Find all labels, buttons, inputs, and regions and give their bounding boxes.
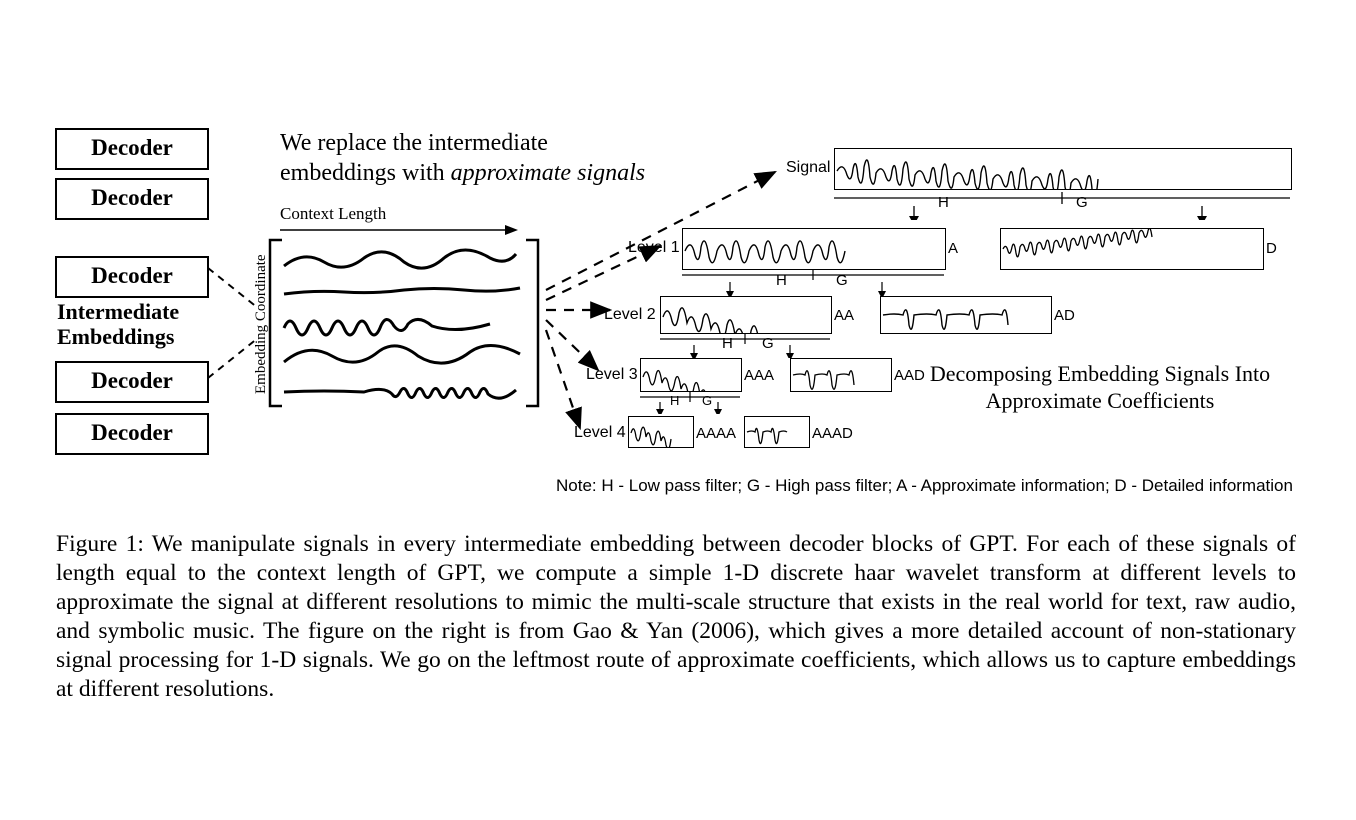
level1-D-box: [1000, 228, 1264, 270]
level2-AD-box: [880, 296, 1052, 334]
signal-waveform: [835, 149, 1291, 189]
level1-A-code: A: [948, 240, 958, 257]
level4-label: Level 4: [574, 424, 626, 442]
level2-AD-wave: [881, 297, 1051, 333]
level3-AAD-wave: [791, 359, 891, 391]
level3-AAD-box: [790, 358, 892, 392]
level1-hg-split: [682, 270, 944, 296]
level2-AD-code: AD: [1054, 307, 1075, 324]
context-length-arrow: [280, 223, 520, 237]
decomposition-caption: Decomposing Embedding Signals Into Appro…: [910, 360, 1290, 414]
level4-AAAD-code: AAAD: [812, 425, 853, 442]
level3-label: Level 3: [586, 366, 638, 384]
level2-label: Level 2: [604, 306, 656, 324]
level3-G: G: [702, 393, 712, 408]
level1-D-wave: [1001, 229, 1263, 269]
level2-AA-code: AA: [834, 307, 854, 324]
level4-AAAA-code: AAAA: [696, 425, 736, 442]
level3-AAA-code: AAA: [744, 367, 774, 384]
decomp-line2: Approximate Coefficients: [986, 388, 1215, 413]
decoder-block-1: Decoder: [55, 128, 209, 170]
signal-box: [834, 148, 1292, 190]
level2-hg-split: [660, 334, 830, 358]
level1-D-code: D: [1266, 240, 1277, 257]
level3-AAA-wave: [641, 359, 741, 391]
decoder-block-5: Decoder: [55, 413, 209, 455]
level4-AAAD-wave: [745, 417, 809, 447]
level1-label: Level 1: [628, 239, 680, 257]
decoder-block-4: Decoder: [55, 361, 209, 403]
intermediate-line2: Embeddings: [57, 324, 174, 349]
level2-G: G: [762, 335, 774, 352]
intermediate-line1: Intermediate: [57, 299, 179, 324]
decomp-line1: Decomposing Embedding Signals Into: [930, 361, 1270, 386]
decoder-block-2: Decoder: [55, 178, 209, 220]
headline-line1: We replace the intermediate: [280, 130, 548, 156]
level4-AAAD-box: [744, 416, 810, 448]
headline-line2a: embeddings with: [280, 160, 451, 186]
level1-H: H: [776, 272, 787, 289]
context-length-label: Context Length: [280, 204, 386, 224]
level3-AAA-box: [640, 358, 742, 392]
level3-H: H: [670, 393, 679, 408]
level4-AAAA-box: [628, 416, 694, 448]
figure-caption: Figure 1: We manipulate signals in every…: [56, 530, 1296, 704]
signal-hg-split: [834, 192, 1290, 220]
level2-AA-wave: [661, 297, 831, 333]
level2-AA-box: [660, 296, 832, 334]
signal-G: G: [1076, 194, 1088, 211]
level1-G: G: [836, 272, 848, 289]
level1-A-box: [682, 228, 946, 270]
decoder-block-3: Decoder: [55, 256, 209, 298]
signal-H: H: [938, 194, 949, 211]
level2-H: H: [722, 335, 733, 352]
filter-note: Note: H - Low pass filter; G - High pass…: [556, 476, 1293, 496]
level4-AAAA-wave: [629, 417, 693, 447]
level1-A-wave: [683, 229, 945, 269]
signal-label: Signal: [786, 159, 830, 177]
figure-page: Decoder Decoder Decoder Intermediate Emb…: [0, 0, 1356, 820]
level3-hg-split: [640, 392, 740, 414]
embedding-matrix: [266, 236, 546, 412]
